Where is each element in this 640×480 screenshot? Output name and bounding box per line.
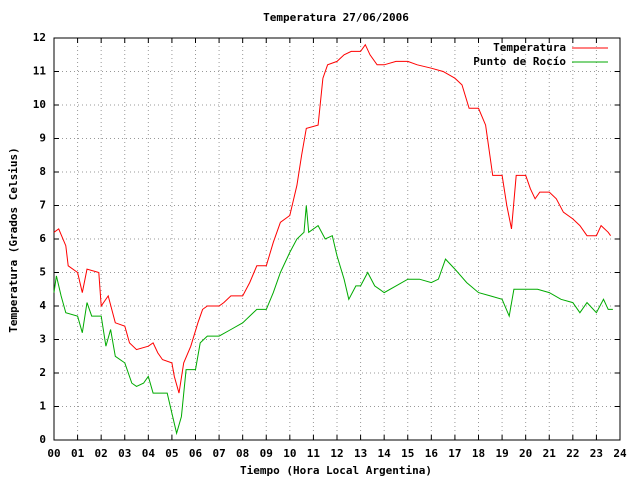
y-tick-label: 11 — [33, 65, 47, 78]
x-tick-label: 00 — [47, 447, 60, 460]
y-tick-label: 2 — [39, 366, 46, 379]
y-axis-label: Temperatura (Grados Celsius) — [7, 147, 20, 332]
plot-frame — [53, 37, 621, 441]
x-tick-label: 09 — [260, 447, 273, 460]
y-tick-label: 3 — [39, 333, 46, 346]
x-tick-label: 14 — [378, 447, 392, 460]
x-tick-label: 21 — [543, 447, 557, 460]
x-tick-label: 22 — [566, 447, 579, 460]
x-tick-label: 07 — [212, 447, 225, 460]
y-tick-label: 9 — [39, 132, 46, 145]
series-line — [53, 205, 613, 436]
y-tick-label: 1 — [39, 400, 46, 413]
x-tick-label: 18 — [472, 447, 485, 460]
chart-title: Temperatura 27/06/2006 — [263, 11, 409, 24]
x-tick-label: 01 — [71, 447, 85, 460]
x-tick-label: 06 — [189, 447, 203, 460]
x-tick-label: 11 — [307, 447, 321, 460]
x-tick-label: 19 — [495, 447, 508, 460]
x-tick-label: 24 — [613, 447, 627, 460]
legend-label: Punto de Rocío — [473, 55, 566, 68]
x-tick-label: 04 — [142, 447, 156, 460]
x-tick-label: 05 — [165, 447, 178, 460]
x-tick-label: 12 — [330, 447, 343, 460]
x-tick-label: 10 — [283, 447, 296, 460]
series-line — [53, 43, 612, 394]
y-tick-label: 0 — [39, 433, 46, 446]
y-tick-label: 7 — [39, 199, 46, 212]
y-tick-label: 6 — [39, 232, 46, 245]
y-tick-label: 5 — [39, 266, 46, 279]
x-tick-label: 16 — [425, 447, 439, 460]
x-tick-label: 02 — [95, 447, 108, 460]
x-tick-label: 08 — [236, 447, 249, 460]
x-tick-label: 17 — [448, 447, 461, 460]
legend-label: Temperatura — [493, 41, 566, 54]
x-axis-label: Tiempo (Hora Local Argentina) — [240, 464, 432, 477]
y-tick-label: 8 — [39, 165, 46, 178]
x-tick-label: 03 — [118, 447, 131, 460]
y-tick-label: 12 — [33, 31, 46, 44]
x-tick-label: 13 — [354, 447, 367, 460]
y-tick-label: 4 — [39, 299, 46, 312]
x-tick-label: 20 — [519, 447, 532, 460]
y-tick-label: 10 — [33, 98, 46, 111]
x-tick-label: 15 — [401, 447, 414, 460]
x-tick-label: 23 — [590, 447, 603, 460]
